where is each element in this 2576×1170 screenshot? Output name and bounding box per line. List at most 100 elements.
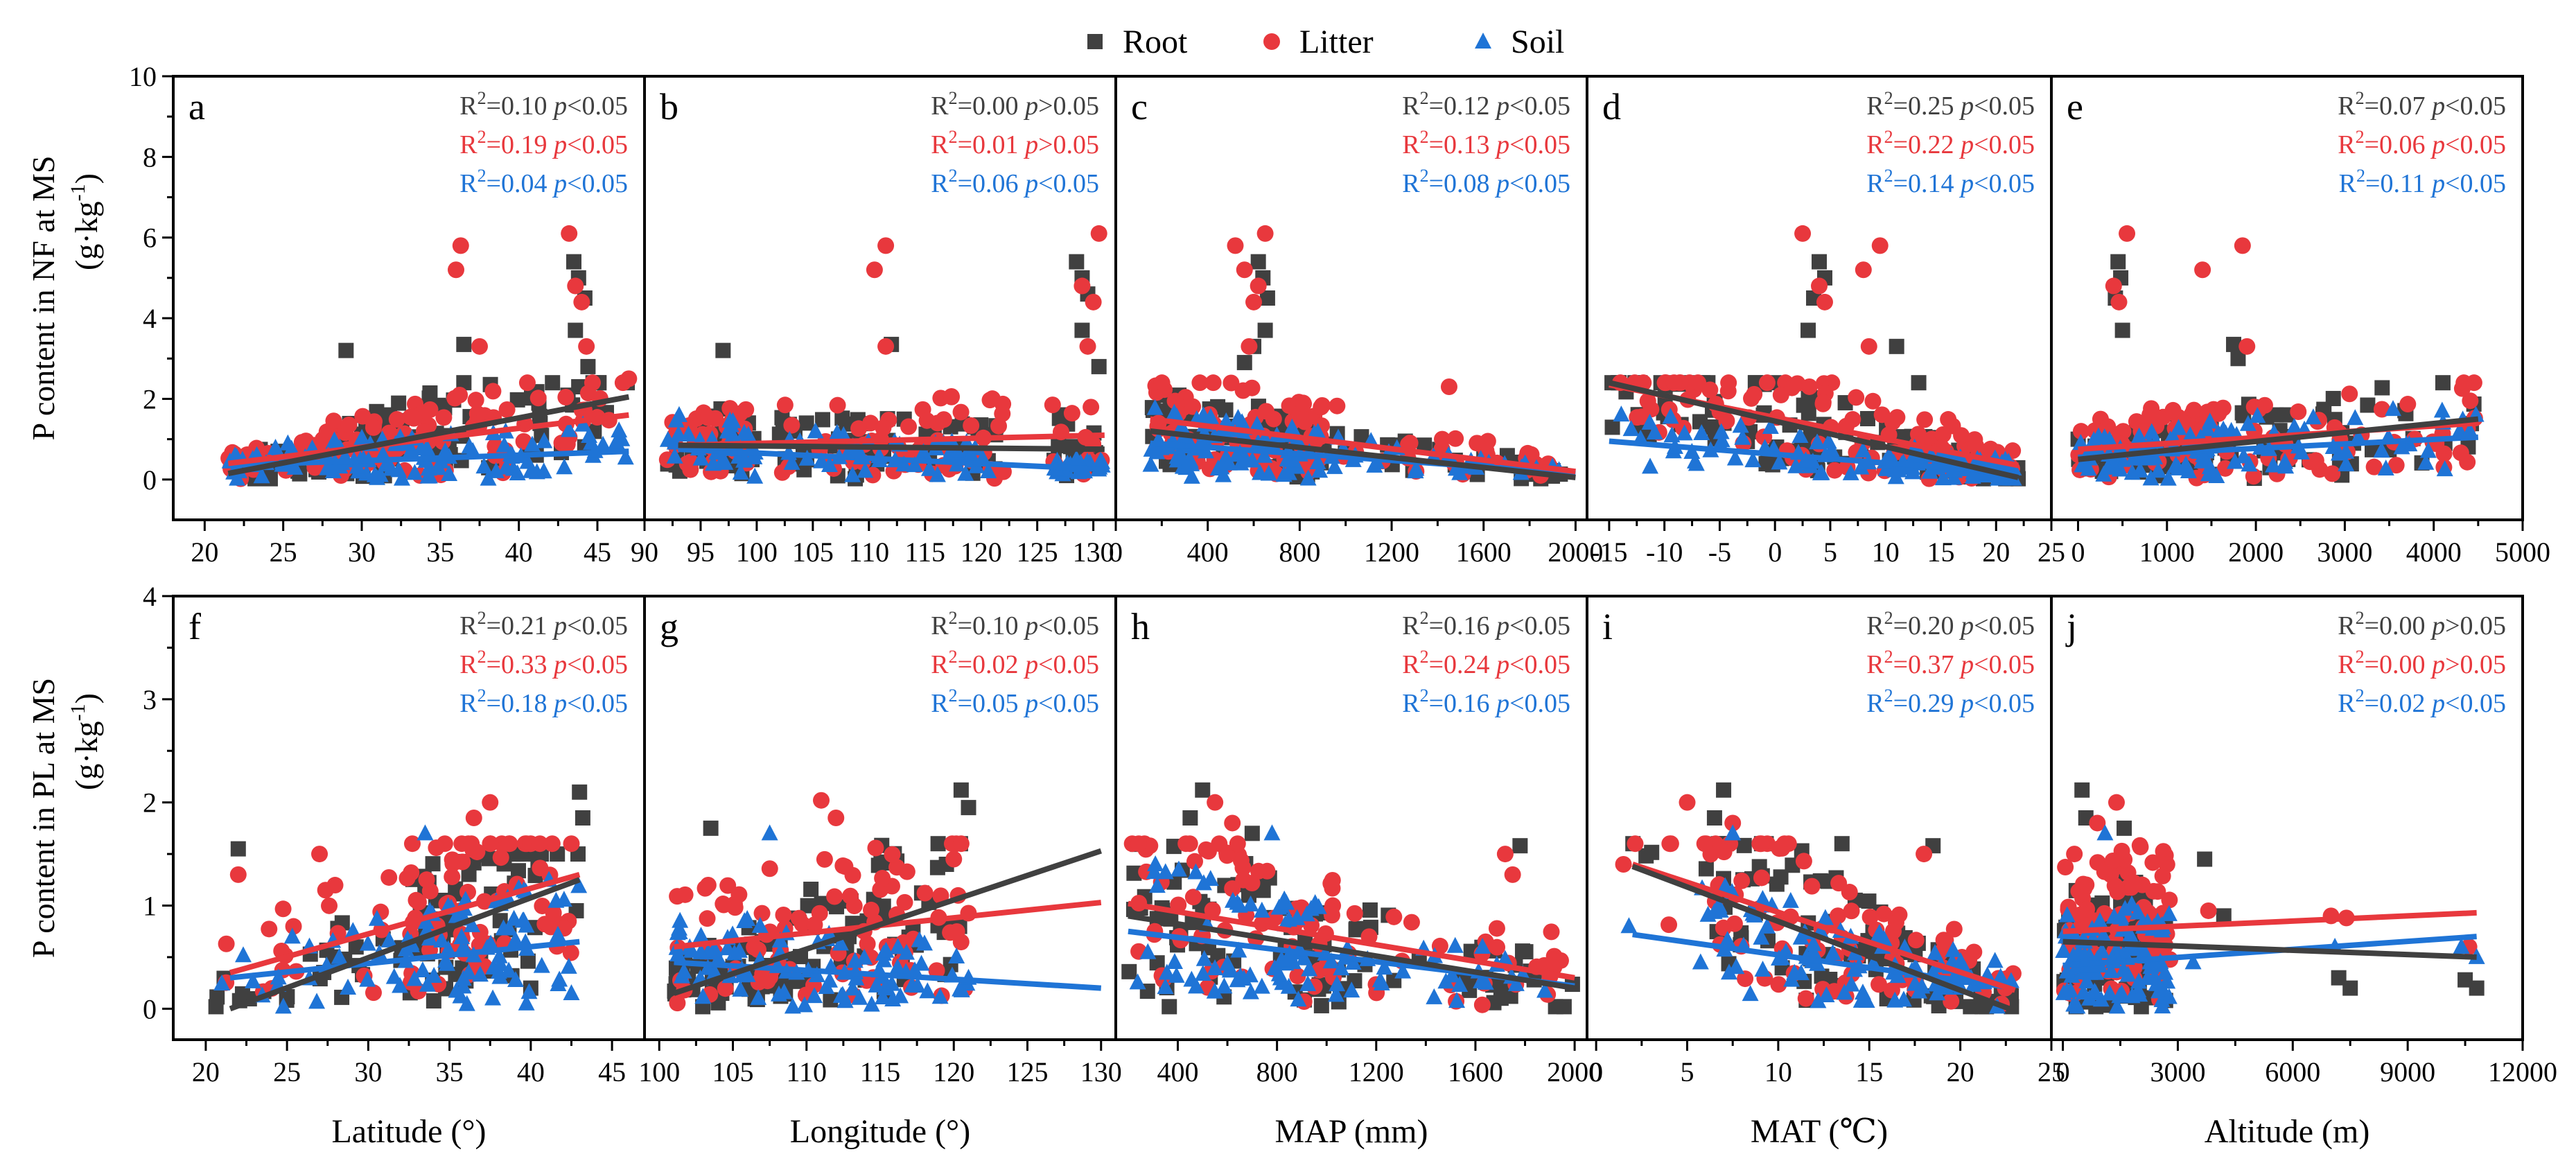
soil-point	[1270, 965, 1288, 981]
x-tick-label: 110	[849, 536, 890, 568]
root-point	[823, 992, 839, 1008]
soil-point	[433, 932, 450, 948]
litter-point	[916, 884, 934, 902]
x-tick-label: 0	[2071, 536, 2085, 568]
litter-point	[1772, 386, 1789, 403]
stat-soil: R2=0.05 p<0.05	[931, 686, 1099, 718]
stat-soil: R2=0.18 p<0.05	[459, 686, 628, 718]
root-fit-line	[1631, 864, 2016, 1014]
root-point	[2435, 375, 2451, 391]
soil-point	[1448, 992, 1466, 1009]
litter-point	[285, 918, 302, 935]
soil-point	[617, 448, 634, 465]
soil-point	[1762, 418, 1779, 435]
litter-point	[753, 905, 771, 922]
root-point	[1861, 893, 1877, 909]
soil-point	[666, 447, 683, 464]
soil-point	[1855, 442, 1872, 458]
x-tick-label: 2000	[1547, 1056, 1602, 1088]
x-tick-label: 40	[517, 1056, 545, 1088]
litter-point	[952, 403, 970, 421]
soil-point	[1275, 466, 1293, 482]
litter-point	[229, 866, 247, 883]
x-tick-label: 4000	[2406, 536, 2462, 568]
stat-litter: R2=0.13 p<0.05	[1402, 127, 1570, 159]
soil-point	[692, 927, 710, 943]
litter-point	[678, 455, 696, 472]
panel-h: 400 800 1200 1600 2000 h R2=0.16 p<0.05 R2=0.24…	[1114, 595, 1602, 1088]
soil-point	[490, 963, 507, 979]
soil-point	[581, 427, 598, 444]
litter-point	[1184, 398, 1202, 415]
soil-point	[2096, 428, 2113, 445]
root-point	[798, 415, 814, 431]
litter-point	[1329, 397, 1346, 414]
soil-point	[390, 461, 408, 478]
soil-fit-line	[1632, 932, 2016, 991]
root-point	[422, 385, 438, 401]
soil-point	[353, 428, 371, 445]
litter-point	[1690, 374, 1707, 392]
soil-point	[1252, 464, 1269, 480]
soil-point	[1754, 960, 1771, 977]
stat-litter: R2=0.33 p<0.05	[459, 647, 628, 679]
root-point	[1250, 254, 1266, 270]
soil-point	[1288, 909, 1306, 925]
x-tick-label: 2000	[2228, 536, 2284, 568]
stat-litter: R2=0.24 p<0.05	[1402, 647, 1570, 679]
litter-point	[730, 886, 748, 903]
stat-litter: R2=0.00 p>0.05	[2338, 647, 2506, 679]
soil-point	[575, 415, 592, 432]
soil-point	[1329, 975, 1346, 992]
panel-frame	[2050, 75, 2524, 521]
litter-point	[2214, 399, 2232, 417]
soil-point	[1787, 457, 1805, 473]
soil-point	[496, 436, 513, 453]
litter-point	[2110, 293, 2128, 311]
litter-point	[1841, 884, 1858, 901]
litter-point	[563, 835, 580, 853]
soil-point	[1964, 467, 1981, 484]
litter-point	[1629, 409, 1646, 426]
x-axis-title: Altitude (m)	[2205, 1113, 2370, 1150]
y-tick-label: 3	[143, 684, 157, 715]
soil-point	[385, 968, 403, 984]
soil-point	[694, 988, 712, 1004]
litter-point	[1758, 374, 1776, 392]
root-point	[1800, 322, 1816, 338]
soil-point	[1299, 469, 1317, 486]
soil-point	[533, 957, 550, 973]
soil-point	[461, 437, 478, 454]
soil-point	[875, 951, 893, 968]
root-point	[568, 322, 584, 338]
soil-point	[1197, 442, 1214, 459]
root-point	[2331, 970, 2347, 986]
soil-point	[551, 970, 568, 987]
x-tick-label: 100	[736, 536, 778, 568]
data-points	[2055, 782, 2485, 1015]
litter-point	[1207, 794, 1224, 811]
stat-soil: R2=0.02 p<0.05	[2338, 686, 2506, 718]
soil-point	[1934, 469, 1952, 486]
litter-point	[476, 407, 493, 424]
soil-point	[1148, 877, 1166, 893]
litter-point	[2164, 401, 2182, 419]
root-point	[1706, 810, 1722, 826]
soil-point	[283, 927, 301, 944]
soil-point	[672, 911, 689, 928]
litter-point	[875, 419, 892, 437]
litter-point	[1795, 853, 1812, 870]
litter-point	[1627, 835, 1644, 853]
x-tick-label: 12000	[2488, 1056, 2557, 1088]
y-tick-label: 1	[143, 891, 157, 922]
soil-point	[279, 434, 297, 451]
litter-point	[866, 261, 883, 279]
legend: Root Litter Soil	[1087, 24, 1564, 60]
litter-point	[1224, 880, 1241, 897]
x-tick-label: -15	[1591, 536, 1627, 568]
litter-point	[1090, 225, 1107, 242]
litter-point	[1153, 374, 1171, 392]
x-tick-label: -10	[1646, 536, 1683, 568]
soil-point	[234, 946, 252, 963]
litter-point	[1615, 855, 1632, 873]
